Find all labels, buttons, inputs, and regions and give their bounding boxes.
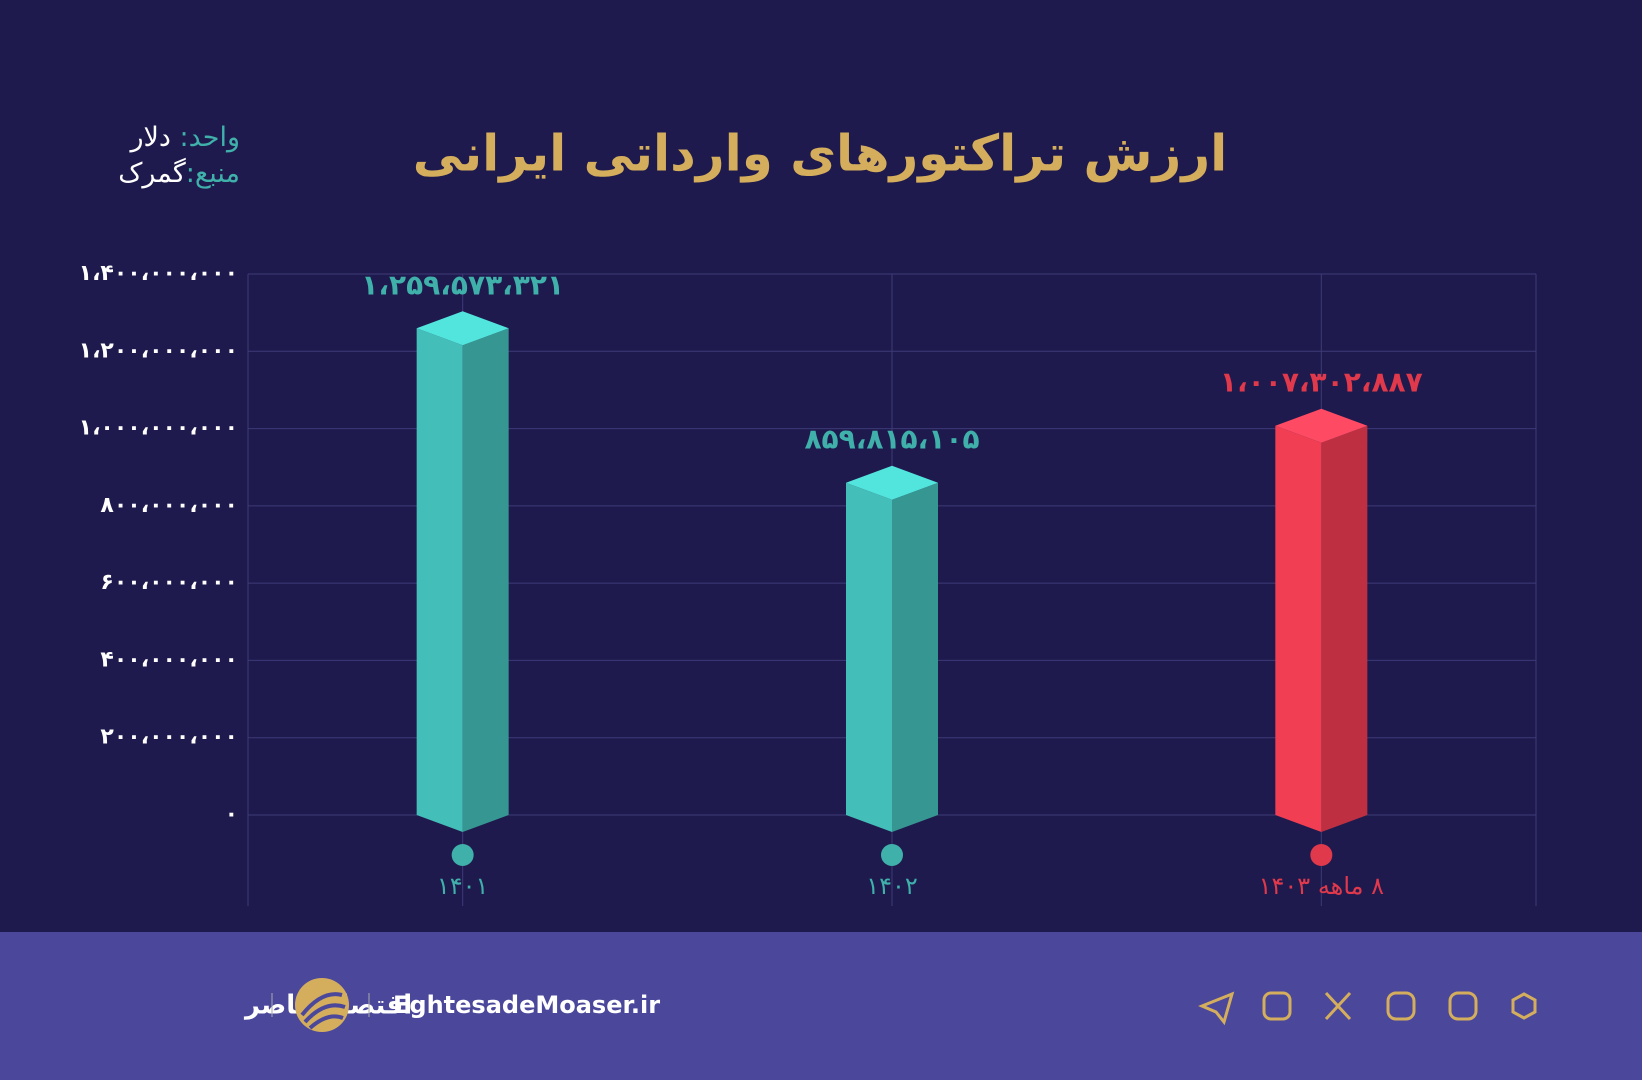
footer-band	[0, 932, 1642, 1080]
x-tick-label: ۱۴۰۱	[437, 872, 489, 900]
unit-line: واحد: دلار	[100, 120, 240, 156]
category-dot	[1310, 844, 1333, 866]
bar-side	[1321, 425, 1368, 832]
x-tick-label: ۸ ماهه ۱۴۰۳	[1259, 872, 1385, 900]
category-dot	[881, 844, 903, 866]
value-label: ۸۵۹،۸۱۵،۱۰۵	[804, 423, 979, 456]
bar	[1275, 425, 1322, 832]
y-tick-label: ۲۰۰،۰۰۰،۰۰۰	[100, 725, 238, 750]
x-tick-label: ۱۴۰۲	[866, 872, 918, 900]
source-label: منبع:	[185, 158, 240, 189]
bar-side	[892, 482, 938, 832]
value-label: ۱،۰۰۷،۳۰۲،۸۸۷	[1220, 366, 1423, 399]
bar-top	[416, 311, 509, 346]
x-icon[interactable]	[1324, 991, 1352, 1021]
source: گمرک	[118, 158, 186, 189]
site-url[interactable]: EghtesadeMoaser.ir	[393, 991, 660, 1019]
unit-label: واحد:	[179, 122, 241, 153]
eitaa-icon[interactable]	[1448, 991, 1478, 1021]
logo-mark	[300, 992, 346, 1030]
bar-side	[462, 328, 509, 832]
y-tick-label: ۱،۴۰۰،۰۰۰،۰۰۰	[79, 261, 238, 286]
telegram-icon[interactable]	[1198, 991, 1235, 1026]
y-tick-label: ۸۰۰،۰۰۰،۰۰۰	[100, 493, 238, 518]
y-tick-label: ۱،۰۰۰،۰۰۰،۰۰۰	[79, 416, 238, 441]
bar	[416, 328, 463, 832]
bar-top	[846, 465, 938, 500]
instagram-icon[interactable]	[1262, 991, 1292, 1021]
rubika-icon[interactable]	[1511, 992, 1537, 1020]
unit-box: واحد: دلار منبع:گمرک	[100, 120, 240, 192]
app-icon[interactable]	[1386, 991, 1416, 1021]
bar	[846, 482, 892, 832]
y-tick-label: ۰	[225, 802, 238, 827]
social-icons	[1198, 991, 1537, 1026]
value-label: ۱،۲۵۹،۵۷۳،۳۲۱	[361, 268, 564, 301]
unit: دلار	[130, 122, 171, 153]
category-dot	[451, 844, 474, 866]
chart-title: ارزش تراکتورهای وارداتی ایرانی	[413, 125, 1228, 184]
y-tick-label: ۶۰۰،۰۰۰،۰۰۰	[100, 570, 238, 595]
bar-top	[1275, 408, 1368, 443]
y-tick-label: ۱،۲۰۰،۰۰۰،۰۰۰	[79, 338, 238, 363]
source-line: منبع:گمرک	[100, 156, 240, 192]
y-tick-label: ۴۰۰،۰۰۰،۰۰۰	[100, 647, 238, 672]
